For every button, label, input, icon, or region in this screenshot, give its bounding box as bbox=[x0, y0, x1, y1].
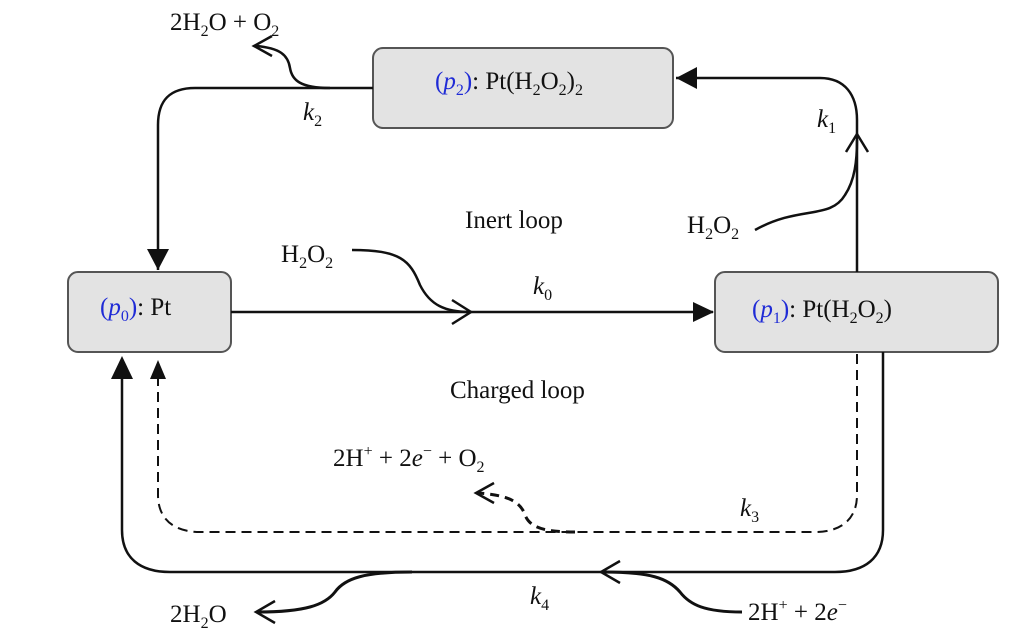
product-2h2o: 2H2O bbox=[170, 601, 227, 632]
rate-k3-label: k3 bbox=[740, 495, 759, 526]
edge-k4 bbox=[111, 352, 885, 625]
edge-k1 bbox=[676, 67, 870, 272]
svg-text:(p0): Pt: (p0): Pt bbox=[100, 294, 171, 325]
rate-k1-label: k1 bbox=[817, 106, 836, 137]
svg-text:(p2): Pt(H2O2)2: (p2): Pt(H2O2)2 bbox=[435, 68, 583, 99]
edge-k3 bbox=[150, 354, 858, 534]
node-p2: (p2): Pt(H2O2)2 bbox=[372, 47, 674, 129]
charged-loop-label: Charged loop bbox=[450, 377, 585, 404]
node-p1: (p1): Pt(H2O2) bbox=[714, 271, 999, 353]
reactant-h2o2-k1: H2O2 bbox=[687, 212, 739, 243]
edge-k2 bbox=[147, 34, 373, 270]
node-p0: (p0): Pt bbox=[67, 271, 232, 353]
rate-k0-label: k0 bbox=[533, 273, 552, 304]
reactant-h2o2-k0: H2O2 bbox=[281, 241, 333, 272]
rate-k4-label: k4 bbox=[530, 583, 549, 614]
product-2h2o-o2: 2H2O + O2 bbox=[170, 9, 279, 40]
rate-k2-label: k2 bbox=[303, 99, 322, 130]
reactant-2h-2e: 2H+ + 2e− bbox=[748, 597, 847, 626]
svg-text:(p1): Pt(H2O2): (p1): Pt(H2O2) bbox=[752, 296, 892, 327]
inert-loop-label: Inert loop bbox=[465, 207, 563, 234]
edge-k0 bbox=[231, 248, 714, 326]
product-2h-2e-o2: 2H+ + 2e− + O2 bbox=[333, 443, 485, 476]
